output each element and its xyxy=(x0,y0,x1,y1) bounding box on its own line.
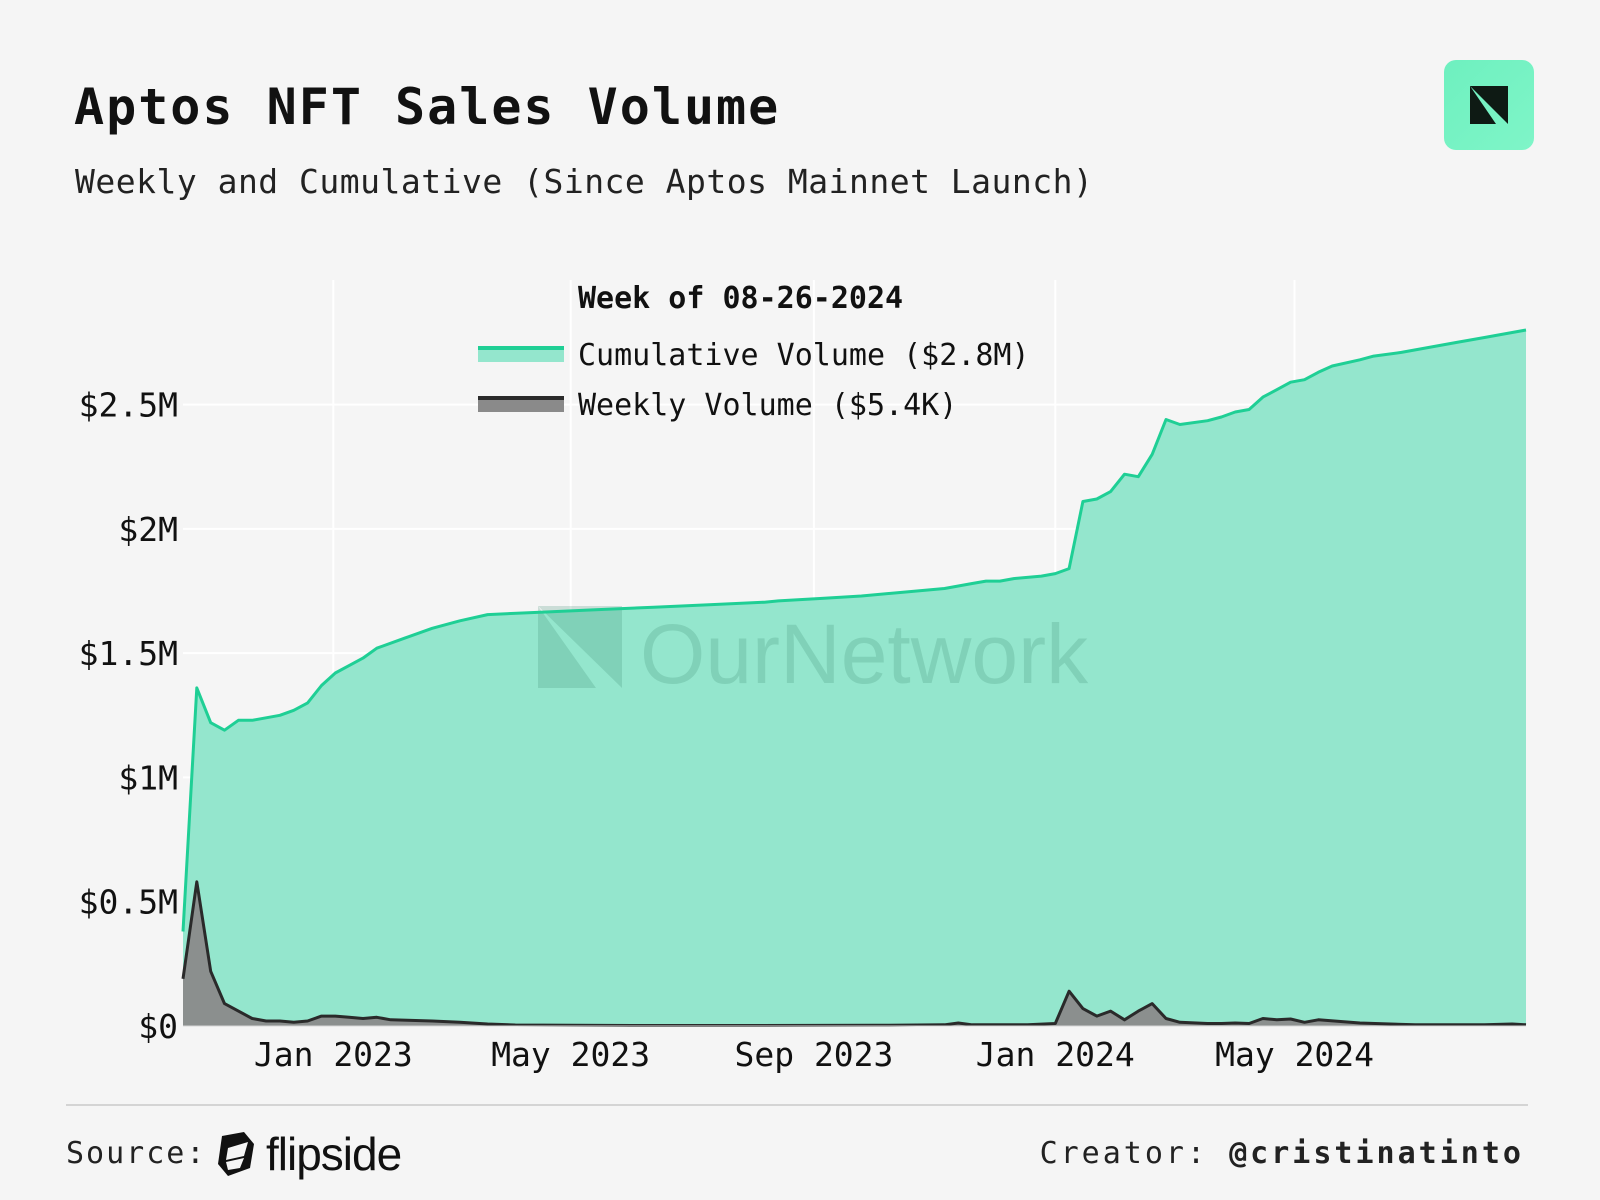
chart-area: OurNetwork $0 $0.5M $1M $1.5M $2M $2.5M Jan 202… xyxy=(79,280,1527,1074)
chart-subtitle: Weekly and Cumulative (Since Aptos Mainn… xyxy=(75,162,1094,201)
legend-label: Cumulative Volume ($2.8M) xyxy=(578,338,1030,373)
x-tick-label: Jan 2023 xyxy=(254,1035,413,1074)
x-tick-label: May 2023 xyxy=(491,1035,650,1074)
legend-label: Weekly Volume ($5.4K) xyxy=(578,388,957,423)
x-tick-label: Sep 2023 xyxy=(734,1035,893,1074)
creator-credit: Creator: @cristinatinto xyxy=(1040,1136,1524,1171)
creator-label: Creator: xyxy=(1039,1136,1209,1171)
x-tick-label: Jan 2024 xyxy=(976,1035,1135,1074)
y-tick-label: $1M xyxy=(118,758,178,797)
footer-divider xyxy=(66,1104,1528,1106)
y-tick-label: $0 xyxy=(138,1007,178,1046)
watermark-text: OurNetwork xyxy=(640,607,1089,701)
y-tick-label: $2M xyxy=(118,510,178,549)
flipside-icon xyxy=(218,1132,254,1176)
source-label: Source: xyxy=(66,1136,207,1171)
y-tick-label: $0.5M xyxy=(79,883,178,922)
chart-title: Aptos NFT Sales Volume xyxy=(74,78,781,136)
cumulative-volume-area xyxy=(183,330,1526,1026)
creator-handle: @cristinatinto xyxy=(1229,1136,1524,1171)
legend-swatch xyxy=(478,398,564,412)
source-name: flipside xyxy=(266,1128,402,1180)
weekly-volume-line xyxy=(181,880,1527,1027)
watermark-logo-icon xyxy=(538,606,622,688)
ournetwork-logo-icon xyxy=(1444,60,1534,150)
watermark-logo-shape xyxy=(538,606,596,688)
y-tick-label: $1.5M xyxy=(79,634,178,673)
legend-swatch xyxy=(478,348,564,362)
y-tick-label: $2.5M xyxy=(79,386,178,425)
flipside-logo: flipside xyxy=(214,1128,402,1180)
legend-title: Week of 08-26-2024 xyxy=(578,281,903,316)
x-tick-label: May 2024 xyxy=(1215,1035,1374,1074)
cumulative-volume-line xyxy=(181,328,1527,932)
watermark: OurNetwork xyxy=(538,606,1089,701)
